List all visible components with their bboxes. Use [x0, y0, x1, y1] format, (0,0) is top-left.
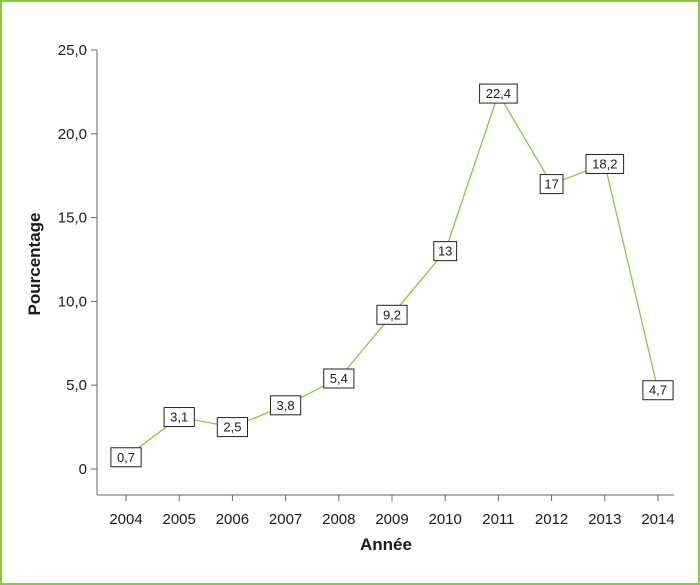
data-label-box: [433, 241, 458, 262]
data-point-label: 18,2: [585, 153, 625, 174]
data-label-text: 22,4: [486, 86, 511, 101]
data-point-label: 2,5: [216, 417, 249, 438]
data-point-label: 3,8: [270, 395, 302, 416]
y-tick-label: 15,0: [58, 210, 87, 227]
x-tick-label: 2013: [588, 511, 621, 528]
data-label-text: 0,7: [117, 450, 135, 465]
data-label-box: [539, 174, 564, 195]
x-tick-label: 2014: [641, 511, 674, 528]
data-point-label: 4,7: [642, 380, 674, 401]
data-point-label: 0,7: [110, 447, 142, 468]
data-label-text: 4,7: [649, 383, 667, 398]
y-tick-label: 10,0: [58, 293, 87, 310]
data-point-label: 9,2: [376, 304, 408, 325]
x-tick-label: 2004: [109, 511, 142, 528]
data-label-text: 3,1: [170, 410, 188, 425]
data-label-box: [479, 83, 518, 104]
y-tick-label: 5,0: [66, 377, 87, 394]
x-tick-label: 2009: [375, 511, 408, 528]
x-axis: 2004 2005 2006 2007 2008 2009 2010 2011 2012 2013…: [97, 494, 675, 528]
data-point-label: 5,4: [323, 368, 355, 389]
data-label-box: [585, 153, 625, 174]
x-tick-label: 2008: [322, 511, 355, 528]
data-label-text: 5,4: [330, 371, 348, 386]
data-label-text: 3,8: [277, 398, 295, 413]
data-label-box: [110, 447, 142, 468]
data-point-label: 22,4: [479, 83, 518, 104]
y-tick-label: 25,0: [58, 42, 87, 59]
x-tick-label: 2007: [269, 511, 302, 528]
data-label-box: [642, 380, 674, 401]
data-point-label: 3,1: [163, 407, 195, 428]
x-tick-label: 2010: [429, 511, 462, 528]
x-tick-label: 2006: [216, 511, 249, 528]
y-tick-label: 20,0: [58, 126, 87, 143]
data-label-box: [270, 395, 302, 416]
y-axis: 0 5,0 10,0 15,0 20,0 25,0: [58, 42, 98, 495]
data-label-box: [216, 417, 249, 438]
data-label-text: 13: [438, 244, 452, 259]
x-axis-title: Année: [360, 535, 412, 554]
y-tick-label: 0: [79, 461, 87, 478]
series-layer: [125, 92, 659, 458]
x-tick-label: 2012: [535, 511, 568, 528]
data-label-box: [163, 407, 195, 428]
data-label-text: 17: [544, 177, 558, 192]
x-tick-label: 2011: [482, 511, 514, 528]
data-point-label: 17: [539, 174, 564, 195]
data-point-label: 13: [433, 241, 458, 262]
data-label-box: [376, 304, 408, 325]
y-axis-title: Pourcentage: [25, 213, 44, 316]
data-label-text: 9,2: [383, 307, 401, 322]
x-tick-label: 2005: [163, 511, 196, 528]
data-label-box: [323, 368, 355, 389]
series-line: [125, 92, 659, 458]
data-labels-layer: 0,7 3,1 2,5 3,8 5,4 9,2 13 22,4 17 18,2 4,7: [110, 83, 674, 468]
data-label-text: 18,2: [592, 156, 617, 171]
data-label-text: 2,5: [223, 420, 241, 435]
